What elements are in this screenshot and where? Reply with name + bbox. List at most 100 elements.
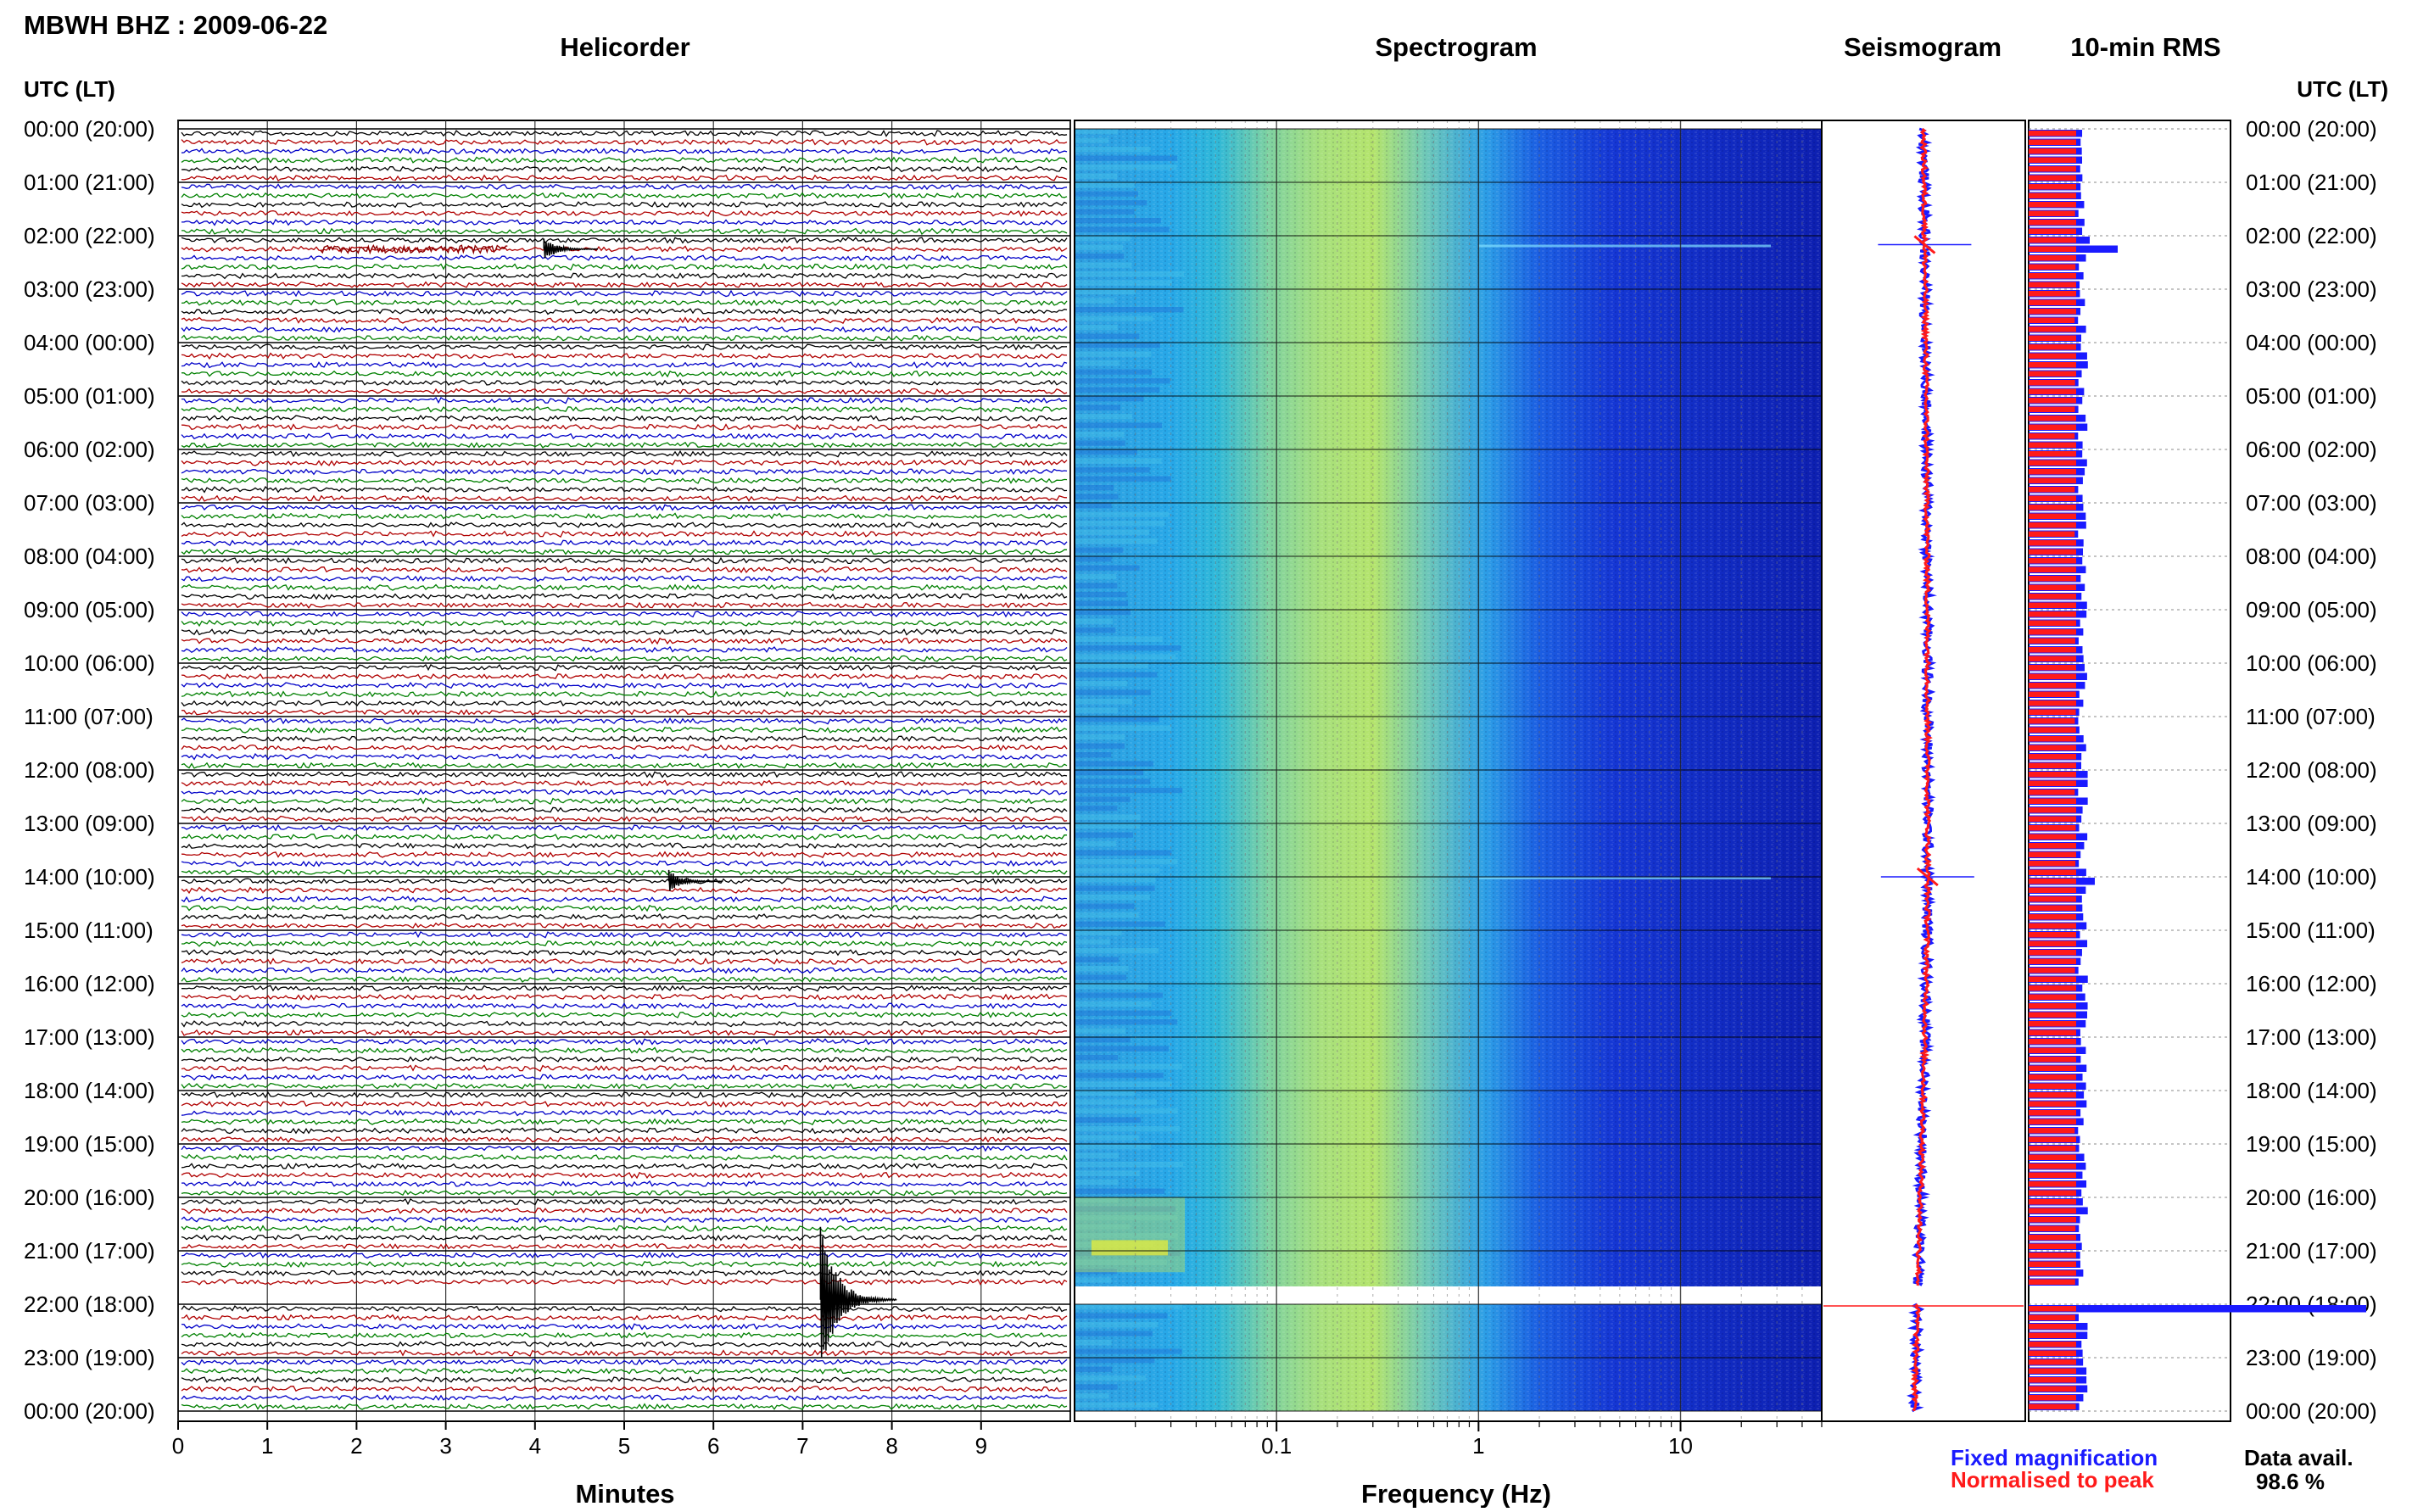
rms-bar-normalised: [2029, 487, 2075, 493]
spectrogram-low-streak: [1075, 859, 1178, 865]
helicorder-trace: [181, 1234, 1068, 1241]
helicorder-trace: [181, 895, 1068, 903]
rms-bar-normalised: [2029, 1074, 2076, 1080]
rms-bar-normalised: [2029, 673, 2076, 679]
rms-bar-normalised: [2029, 611, 2076, 617]
spectrogram-low-streak: [1075, 271, 1184, 277]
rms-bar-normalised: [2029, 683, 2076, 689]
rms-bar-normalised: [2029, 745, 2076, 750]
spectrogram-low-streak: [1075, 850, 1172, 856]
rms-bar-normalised: [2029, 629, 2076, 635]
utc-label-right: 20:00 (16:00): [2246, 1185, 2377, 1210]
helicorder-trace: [181, 566, 1068, 574]
rms-bar-normalised: [2029, 950, 2076, 956]
spectrogram-low-streak: [1075, 992, 1164, 998]
helicorder-trace: [181, 1367, 1068, 1375]
helicorder-trace: [181, 1145, 1068, 1152]
spectrogram-low-streak: [1075, 387, 1160, 393]
helicorder-trace: [181, 637, 1068, 645]
rms-bar-normalised: [2029, 798, 2076, 804]
spectrogram-low-streak: [1075, 743, 1125, 749]
spectrogram-low-streak: [1075, 1277, 1112, 1283]
spectrogram-low-streak: [1075, 1180, 1119, 1186]
helicorder-trace: [181, 1278, 1068, 1286]
rms-bar-normalised: [2029, 727, 2076, 733]
spectrogram-low-streak: [1075, 734, 1125, 740]
rms-bar-normalised: [2029, 1359, 2076, 1365]
rms-bar-normalised: [2029, 1217, 2076, 1223]
helicorder-trace: [181, 1403, 1068, 1410]
rms-bar-normalised: [2029, 1199, 2076, 1205]
helicorder-trace: [181, 1109, 1068, 1117]
spectrogram-low-streak: [1075, 1366, 1113, 1372]
utc-label-right: 11:00 (07:00): [2246, 704, 2376, 729]
helicorder-trace: [181, 1314, 1068, 1322]
rms-bar-normalised: [2029, 291, 2076, 297]
helicorder-trace: [181, 904, 1068, 912]
seismogram-title: Seismogram: [1844, 32, 2002, 62]
rms-bar-normalised: [2029, 202, 2076, 208]
utc-label-right: 02:00 (22:00): [2246, 223, 2377, 248]
utc-label-left: 04:00 (00:00): [24, 330, 155, 355]
utc-label-left: 12:00 (08:00): [24, 757, 155, 783]
helicorder-trace: [181, 967, 1068, 974]
spectrogram-low-streak: [1075, 209, 1135, 215]
helicorder-trace: [181, 1127, 1068, 1135]
spectrogram-low-streak: [1075, 1206, 1176, 1212]
helicorder-trace: [181, 1180, 1068, 1188]
spectrogram-low-streak: [1075, 761, 1153, 767]
helicorder-trace: [181, 1029, 1068, 1037]
utc-label-left: 18:00 (14:00): [24, 1078, 155, 1103]
spectrogram-low-streak: [1075, 343, 1160, 349]
utc-label-right: 10:00 (06:00): [2246, 650, 2377, 676]
helicorder-trace: [181, 361, 1068, 369]
spectrogram-low-streak: [1075, 957, 1119, 962]
utc-label-left: 19:00 (15:00): [24, 1131, 155, 1157]
rms-bar-normalised: [2029, 1110, 2076, 1116]
helicorder-trace: [181, 886, 1068, 895]
spectrogram-low-streak: [1075, 1001, 1152, 1007]
helicorder-trace: [181, 245, 1068, 253]
rms-bar-normalised: [2029, 1047, 2076, 1053]
spectrogram-low-streak: [1075, 610, 1131, 616]
helicorder-trace: [181, 1260, 1068, 1268]
spectrogram-low-streak: [1075, 449, 1137, 455]
spectrogram-low-streak: [1075, 298, 1115, 304]
rms-bar-normalised: [2029, 620, 2076, 626]
spectrogram-low-streak: [1075, 236, 1131, 242]
utc-label-left: 13:00 (09:00): [24, 811, 155, 836]
spectrogram-low-streak: [1075, 1215, 1178, 1221]
helicorder-trace: [181, 494, 1068, 503]
helicorder-trace: [181, 851, 1068, 858]
helicorder-trace: [181, 1038, 1068, 1046]
helicorder-trace: [181, 477, 1068, 484]
rms-bar-normalised: [2029, 1163, 2076, 1169]
rms-bar-normalised: [2029, 762, 2076, 768]
rms-bar-normalised: [2029, 1065, 2076, 1071]
rms-bar-normalised: [2029, 1395, 2076, 1401]
seismogram-panel: [1821, 120, 2026, 1422]
helicorder-trace: [181, 842, 1068, 850]
helicorder-trace: [181, 690, 1068, 698]
spectrogram-low-streak: [1075, 1170, 1140, 1176]
spectrogram-low-streak: [1075, 360, 1120, 366]
helicorder-trace: [181, 1002, 1068, 1010]
spectrogram-low-streak: [1075, 778, 1151, 784]
helicorder-trace: [181, 219, 1068, 226]
helicorder-trace: [181, 583, 1068, 591]
spectrogram-low-streak: [1075, 1046, 1170, 1052]
helicorder-trace: [181, 789, 1068, 796]
helicorder-trace: [181, 147, 1068, 155]
helicorder-trace: [181, 735, 1068, 743]
rms-bar-normalised: [2029, 1029, 2076, 1035]
spectrogram-low-streak: [1075, 895, 1150, 901]
rms-bar-normalised: [2029, 317, 2075, 323]
spectrogram-title: Spectrogram: [1375, 32, 1537, 62]
rms-bar-normalised: [2029, 1057, 2076, 1063]
rms-bar-normalised: [2029, 1136, 2076, 1142]
helicorder-trace: [181, 1215, 1068, 1224]
utc-label-right: 08:00 (04:00): [2246, 544, 2377, 569]
utc-label-right: 21:00 (17:00): [2246, 1238, 2377, 1264]
spectrogram-low-streak: [1075, 681, 1128, 687]
rms-bar-normalised: [2029, 718, 2075, 724]
